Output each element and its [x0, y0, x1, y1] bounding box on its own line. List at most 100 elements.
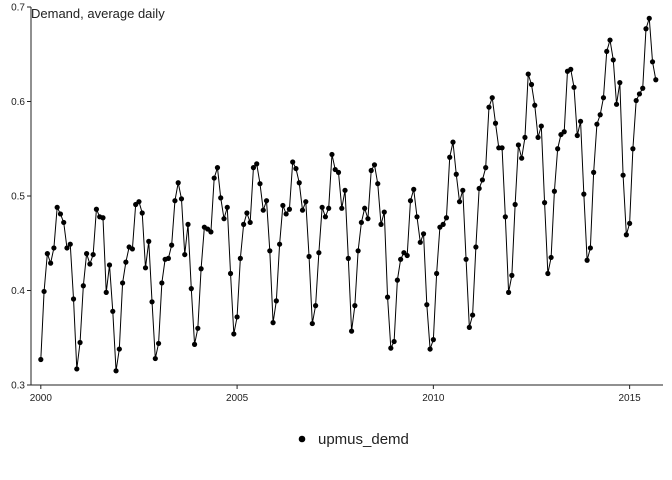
data-point	[571, 84, 577, 90]
data-point	[273, 298, 279, 304]
data-point	[407, 198, 414, 204]
data-point	[420, 231, 427, 237]
data-point	[329, 151, 335, 158]
data-point	[322, 214, 329, 220]
data-point	[355, 248, 361, 254]
data-point	[345, 255, 351, 261]
data-point	[309, 320, 315, 327]
data-point	[247, 219, 253, 226]
data-point	[146, 238, 152, 244]
data-point	[460, 187, 466, 193]
data-point	[643, 26, 649, 32]
data-point	[430, 337, 436, 343]
data-point	[627, 220, 633, 227]
data-point	[630, 146, 636, 152]
data-point	[515, 142, 522, 148]
data-point	[155, 340, 162, 347]
data-point	[51, 245, 57, 251]
data-point	[519, 155, 525, 161]
data-point	[221, 216, 227, 222]
data-point	[411, 186, 417, 192]
data-point	[218, 195, 224, 201]
data-point	[509, 272, 515, 278]
data-point	[440, 221, 446, 227]
data-point	[231, 331, 237, 337]
data-point	[319, 204, 325, 210]
data-point	[636, 91, 643, 97]
data-point	[250, 165, 257, 171]
data-point	[555, 146, 561, 152]
data-point	[293, 165, 299, 172]
data-point	[577, 118, 584, 124]
data-point	[149, 299, 155, 305]
data-point	[522, 134, 528, 141]
data-point	[486, 104, 492, 110]
x-tick-label: 2010	[422, 393, 445, 404]
data-point	[299, 207, 306, 213]
data-point	[70, 296, 77, 302]
data-point	[368, 167, 374, 174]
data-point	[303, 199, 309, 205]
data-point	[371, 162, 378, 168]
data-point	[473, 244, 479, 250]
data-point	[270, 320, 276, 326]
x-tick-label: 2000	[30, 393, 53, 404]
data-point	[119, 280, 126, 286]
data-point	[414, 214, 420, 220]
data-point	[466, 324, 472, 330]
data-point	[604, 48, 610, 55]
data-point	[568, 66, 574, 72]
data-point	[316, 250, 322, 256]
data-point	[296, 180, 302, 186]
data-point	[447, 154, 453, 160]
axes	[30, 7, 663, 386]
data-point	[280, 202, 286, 209]
y-tick-label: 0.4	[11, 286, 25, 297]
data-point	[381, 209, 387, 215]
data-point	[640, 85, 646, 91]
data-point	[64, 245, 70, 251]
data-point	[489, 95, 495, 101]
data-point	[267, 248, 273, 254]
x-tick-label: 2015	[619, 393, 642, 404]
data-point	[113, 368, 119, 374]
x-tick-label: 2005	[226, 393, 249, 404]
y-tick-label: 0.3	[11, 381, 25, 392]
data-point	[326, 205, 332, 211]
data-point	[378, 221, 384, 227]
data-point	[84, 251, 90, 257]
data-point	[169, 242, 175, 248]
data-point	[182, 251, 188, 258]
legend-label: upmus_demd	[318, 431, 409, 448]
data-point	[450, 139, 456, 145]
data-point	[54, 204, 60, 210]
data-point	[613, 101, 620, 107]
data-point	[502, 214, 508, 220]
data-point	[195, 325, 201, 331]
data-point	[57, 211, 64, 217]
data-point	[80, 283, 86, 289]
data-point	[561, 129, 567, 135]
data-point	[48, 260, 54, 266]
data-point	[591, 169, 597, 175]
data-point	[74, 366, 80, 372]
data-point	[224, 204, 230, 210]
data-point	[653, 77, 659, 83]
data-point	[463, 256, 469, 262]
data-point	[41, 288, 47, 295]
data-point	[198, 266, 204, 272]
data-point	[172, 198, 178, 204]
data-point	[110, 308, 116, 314]
chart-title: Demand, average daily	[31, 6, 165, 21]
data-point	[479, 177, 486, 183]
data-point	[227, 270, 234, 277]
data-point	[241, 221, 247, 227]
data-point	[427, 346, 433, 352]
data-point	[623, 232, 629, 238]
data-point	[244, 210, 250, 216]
legend-marker	[298, 435, 306, 443]
data-point	[208, 229, 214, 235]
data-point	[93, 206, 100, 212]
data-point	[286, 206, 293, 212]
